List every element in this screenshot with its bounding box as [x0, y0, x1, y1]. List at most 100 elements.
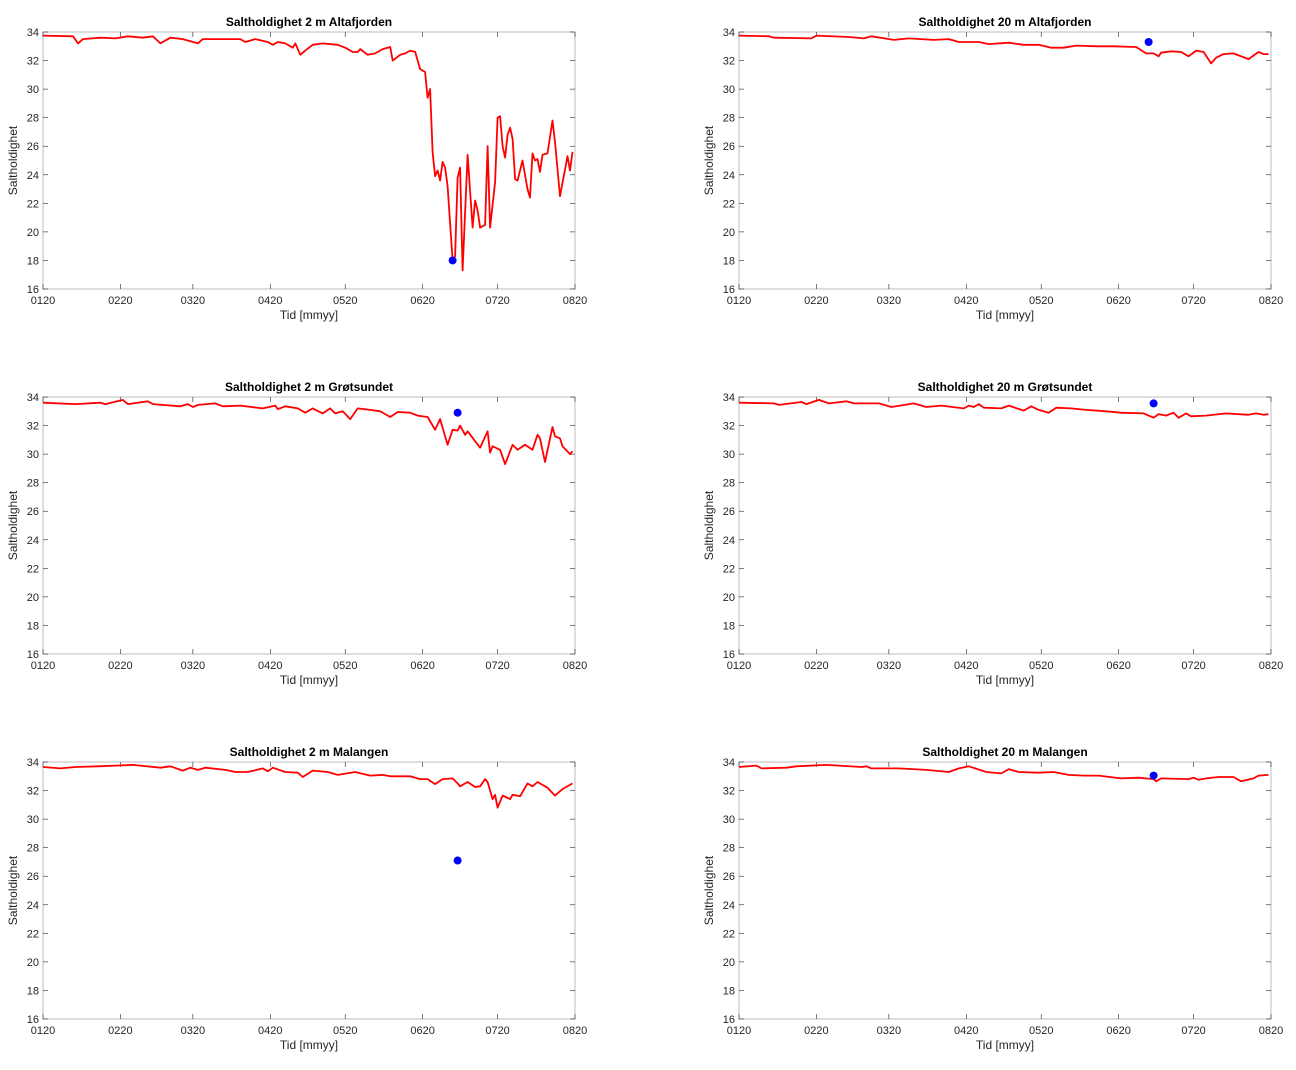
x-tick-label: 0120: [727, 1025, 751, 1037]
x-tick-label: 0520: [1029, 295, 1053, 307]
x-axis-label: Tid [mmyy]: [280, 673, 338, 687]
y-tick-label: 32: [27, 421, 39, 433]
y-tick-label: 28: [27, 478, 39, 490]
x-tick-label: 0520: [333, 1025, 357, 1037]
y-tick-label: 20: [723, 957, 735, 969]
x-tick-label: 0520: [333, 660, 357, 672]
x-tick-label: 0120: [31, 295, 55, 307]
y-tick-label: 32: [723, 421, 735, 433]
x-tick-label: 0520: [1029, 1025, 1053, 1037]
data-point-marker: [453, 856, 462, 865]
y-tick-label: 32: [27, 56, 39, 68]
x-tick-label: 0720: [1181, 660, 1205, 672]
x-tick-label: 0820: [1259, 660, 1283, 672]
x-tick-label: 0120: [31, 660, 55, 672]
data-point-marker: [1144, 37, 1153, 46]
y-tick-label: 26: [27, 506, 39, 518]
y-tick-label: 26: [27, 871, 39, 883]
y-tick-label: 22: [27, 198, 39, 210]
y-axis-label: Saltholdighet: [702, 125, 716, 195]
data-point-marker: [1149, 399, 1158, 408]
y-tick-label: 18: [27, 985, 39, 997]
x-tick-label: 0220: [108, 1025, 132, 1037]
y-tick-label: 22: [27, 928, 39, 940]
y-tick-label: 24: [27, 170, 39, 182]
y-tick-label: 22: [723, 928, 735, 940]
x-axis-label: Tid [mmyy]: [976, 308, 1034, 322]
x-axis-label: Tid [mmyy]: [280, 308, 338, 322]
y-tick-label: 30: [27, 449, 39, 461]
y-tick-label: 32: [27, 786, 39, 798]
y-tick-label: 20: [27, 592, 39, 604]
x-tick-label: 0420: [954, 295, 978, 307]
x-tick-label: 0620: [1106, 295, 1130, 307]
plot-area: [738, 396, 1272, 655]
x-tick-label: 0320: [181, 295, 205, 307]
x-tick-label: 0220: [108, 295, 132, 307]
series-line: [42, 764, 573, 809]
x-tick-label: 0320: [877, 1025, 901, 1037]
x-tick-label: 0520: [333, 295, 357, 307]
y-tick-label: 26: [27, 141, 39, 153]
series-line: [738, 398, 1269, 419]
series-line: [738, 34, 1269, 65]
x-tick-label: 0320: [181, 660, 205, 672]
series-line: [738, 764, 1269, 783]
y-tick-label: 30: [27, 814, 39, 826]
y-tick-label: 18: [723, 255, 735, 267]
x-tick-label: 0620: [410, 660, 434, 672]
y-tick-label: 28: [723, 478, 735, 490]
x-axis-label: Tid [mmyy]: [976, 1038, 1034, 1052]
x-tick-label: 0820: [563, 660, 587, 672]
y-tick-label: 22: [723, 563, 735, 575]
y-tick-label: 30: [723, 84, 735, 96]
x-tick-label: 0520: [1029, 660, 1053, 672]
y-tick-label: 28: [723, 843, 735, 855]
subplot-4: 0120 0220 0320 0420 0520 0620 0720 0820 16 18 20 22…: [702, 380, 1283, 687]
x-tick-label: 0720: [485, 295, 509, 307]
x-tick-label: 0220: [804, 295, 828, 307]
series-line: [42, 34, 574, 272]
y-tick-label: 18: [27, 255, 39, 267]
x-tick-label: 0820: [563, 295, 587, 307]
y-tick-label: 18: [27, 620, 39, 632]
x-axis-label: Tid [mmyy]: [976, 673, 1034, 687]
y-tick-label: 24: [723, 535, 735, 547]
x-axis-label: Tid [mmyy]: [280, 1038, 338, 1052]
y-tick-label: 26: [723, 141, 735, 153]
y-tick-label: 20: [27, 227, 39, 239]
x-tick-label: 0420: [954, 660, 978, 672]
x-tick-label: 0320: [877, 295, 901, 307]
x-tick-label: 0220: [804, 660, 828, 672]
subplot-title: Saltholdighet 2 m Grøtsundet: [225, 380, 393, 394]
y-tick-label: 28: [723, 113, 735, 125]
y-tick-label: 30: [27, 84, 39, 96]
y-tick-label: 16: [723, 1014, 735, 1026]
x-tick-label: 0620: [410, 1025, 434, 1037]
x-tick-label: 0620: [1106, 1025, 1130, 1037]
subplot-title: Saltholdighet 2 m Altafjorden: [226, 15, 392, 29]
y-tick-label: 18: [723, 985, 735, 997]
plot-area: [42, 761, 576, 1020]
y-tick-label: 26: [723, 506, 735, 518]
subplot-title: Saltholdighet 2 m Malangen: [230, 745, 389, 759]
y-tick-label: 22: [27, 563, 39, 575]
x-tick-label: 0320: [181, 1025, 205, 1037]
x-tick-label: 0120: [31, 1025, 55, 1037]
x-tick-label: 0420: [258, 660, 282, 672]
subplot-6: 0120 0220 0320 0420 0520 0620 0720 0820 16 18 20 22…: [702, 745, 1283, 1052]
x-tick-label: 0720: [485, 1025, 509, 1037]
y-tick-label: 34: [27, 757, 39, 769]
y-tick-label: 28: [27, 843, 39, 855]
x-tick-label: 0420: [258, 295, 282, 307]
x-tick-label: 0120: [727, 660, 751, 672]
y-tick-label: 22: [723, 198, 735, 210]
y-axis-label: Saltholdighet: [702, 855, 716, 925]
y-tick-label: 28: [27, 113, 39, 125]
y-tick-label: 24: [27, 535, 39, 547]
plot-area: [42, 396, 576, 655]
y-tick-label: 20: [27, 957, 39, 969]
y-tick-label: 16: [27, 1014, 39, 1026]
x-tick-label: 0220: [108, 660, 132, 672]
